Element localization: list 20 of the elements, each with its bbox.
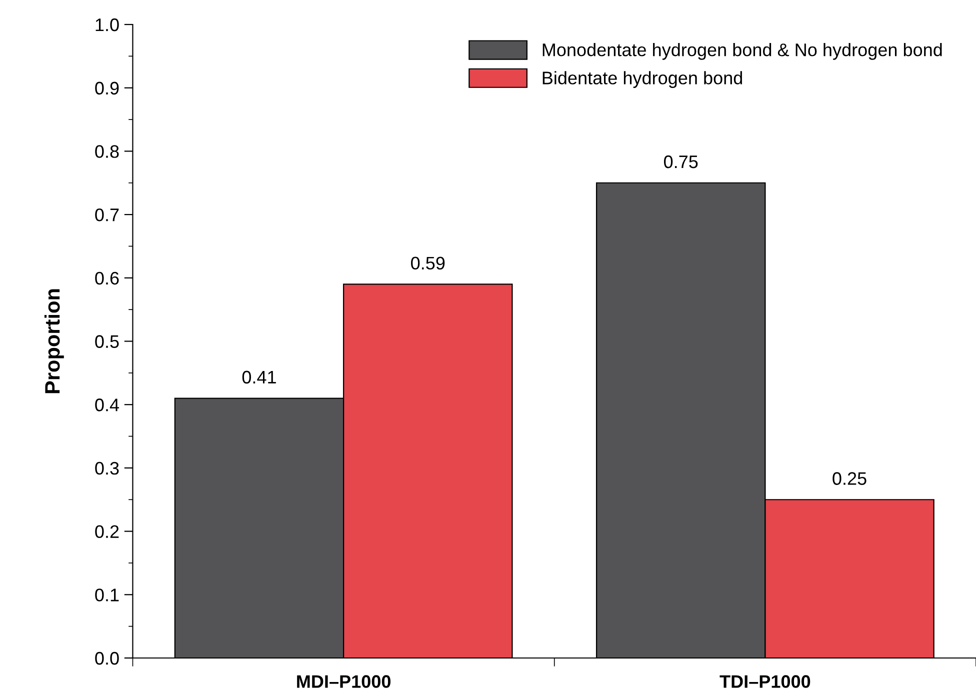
y-tick-label: 0.2 [95, 525, 119, 538]
legend-label: Monodentate hydrogen bond & No hydrogen bond [542, 43, 942, 60]
x-tick-label: MDI–P1000 [297, 675, 390, 688]
y-tick-label: 0.7 [95, 208, 119, 222]
y-tick-label: 0.9 [95, 82, 119, 95]
data-label: 0.75 [664, 155, 698, 168]
data-label: 0.41 [242, 370, 276, 384]
y-tick-label: 0.8 [95, 145, 119, 158]
y-tick-label: 0.0 [95, 652, 119, 665]
y-tick-label: 0.6 [95, 272, 119, 285]
y-tick-label: 0.1 [95, 588, 119, 602]
y-tick-label: 0.4 [95, 398, 120, 412]
y-axis-title: Proportion [44, 289, 64, 394]
data-label: 0.25 [832, 472, 866, 485]
y-tick-label: 0.5 [95, 335, 119, 348]
legend-label: Bidentate hydrogen bond [542, 71, 742, 88]
y-tick-label: 0.3 [95, 462, 119, 475]
data-label: 0.59 [411, 256, 445, 270]
x-tick-label: TDI–P1000 [720, 675, 810, 688]
y-tick-label: 1.0 [96, 18, 119, 32]
